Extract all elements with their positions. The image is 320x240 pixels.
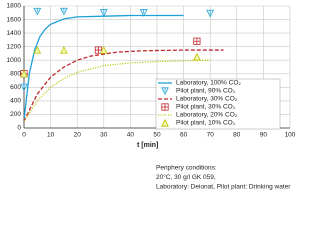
y-tick-label: 800	[10, 70, 21, 77]
marker	[139, 9, 148, 17]
y-tick-label: 1200	[7, 43, 22, 50]
legend-label: Pilot plant, 90% CO₂	[176, 88, 236, 95]
series-line	[24, 14, 184, 120]
x-tick-label: 30	[100, 132, 108, 139]
marker	[193, 37, 201, 45]
y-tick-label: 1400	[7, 30, 22, 37]
marker	[99, 45, 108, 54]
legend-box	[155, 78, 281, 130]
series-line	[24, 49, 224, 122]
marker	[20, 83, 28, 92]
x-tick-label: 90	[260, 132, 268, 139]
chart: t [min] 02004006008001000120014001600180…	[6, 2, 296, 191]
marker	[161, 118, 169, 127]
marker	[60, 7, 68, 16]
marker	[161, 87, 169, 96]
marker	[206, 9, 215, 18]
x-tick-label: 10	[47, 132, 55, 139]
legend-label: Pilot plant, 10% CO₂	[176, 120, 236, 127]
x-tick-label: 80	[233, 132, 241, 139]
x-tick-label: 50	[153, 132, 161, 139]
page: {"chart_data": {"type": "line", "x_label…	[6, 2, 296, 191]
y-tick-label: 400	[10, 98, 21, 105]
marker	[33, 45, 42, 54]
marker	[60, 45, 68, 54]
y-tick-label: 200	[10, 111, 21, 118]
annotation: 20°C, 30 g/l GK 059,	[156, 173, 216, 181]
y-tick-label: 600	[10, 84, 21, 91]
marker-cross	[161, 103, 169, 111]
legend-label: Laboratory, 30% CO₂	[176, 96, 238, 103]
marker	[94, 46, 103, 54]
x-tick-label: 20	[74, 132, 82, 139]
marker	[20, 69, 28, 78]
marker	[193, 52, 201, 61]
y-tick-label: 0	[17, 125, 21, 132]
x-axis-label: t [min]	[137, 142, 158, 149]
x-tick-label: 0	[22, 132, 26, 139]
marker	[161, 103, 169, 111]
marker-cross	[193, 38, 201, 45]
legend-label: Pilot plant, 30% CO₂	[176, 104, 236, 111]
marker-cross	[95, 46, 102, 54]
legend-label: Laboratory, 20% CO₂	[176, 112, 238, 119]
annotation: Periphery conditions:	[156, 165, 217, 172]
y-tick-label: 1800	[7, 3, 22, 10]
marker	[99, 9, 108, 17]
marker	[33, 7, 42, 16]
x-tick-label: 60	[180, 132, 188, 139]
x-tick-label: 40	[127, 132, 135, 139]
y-tick-label: 1600	[7, 16, 22, 23]
legend-label: Laboratory, 100% CO₂	[176, 80, 241, 87]
annotation: Laboratory: Deionat, Pilot plant: Drinki…	[156, 184, 291, 191]
x-tick-label: 100	[285, 132, 296, 139]
x-tick-label: 70	[207, 132, 215, 139]
y-tick-label: 1000	[7, 57, 22, 64]
series-line	[24, 59, 211, 122]
